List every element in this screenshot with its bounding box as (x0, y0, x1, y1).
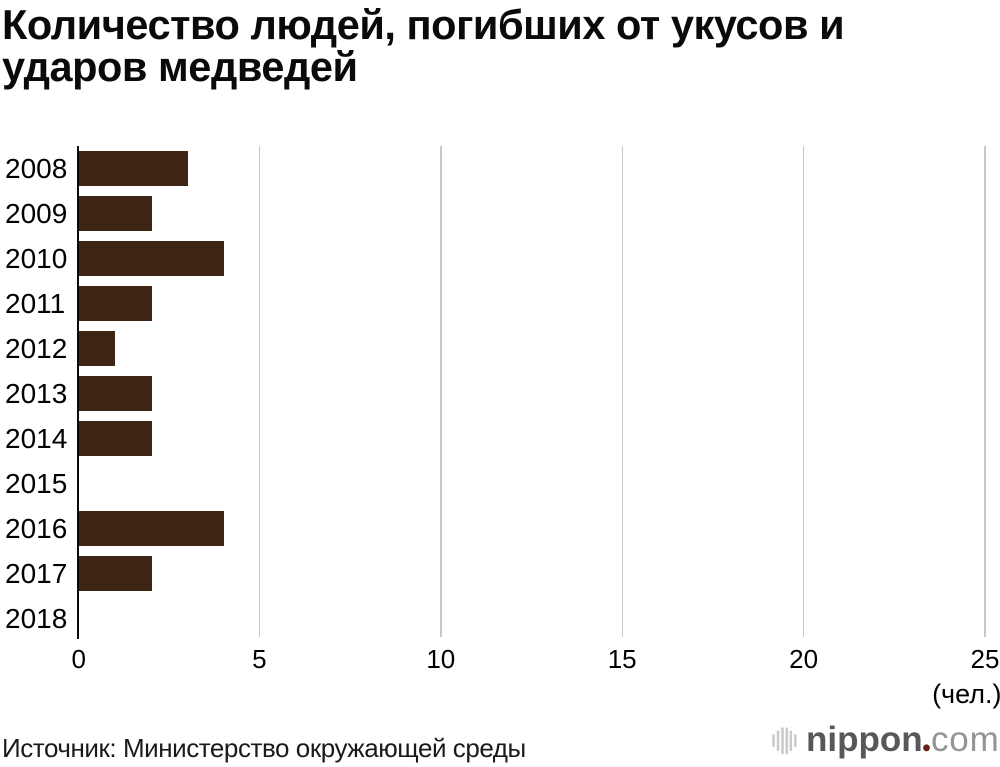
svg-text:com: com (931, 720, 1000, 759)
svg-text:nippon: nippon (806, 720, 923, 759)
